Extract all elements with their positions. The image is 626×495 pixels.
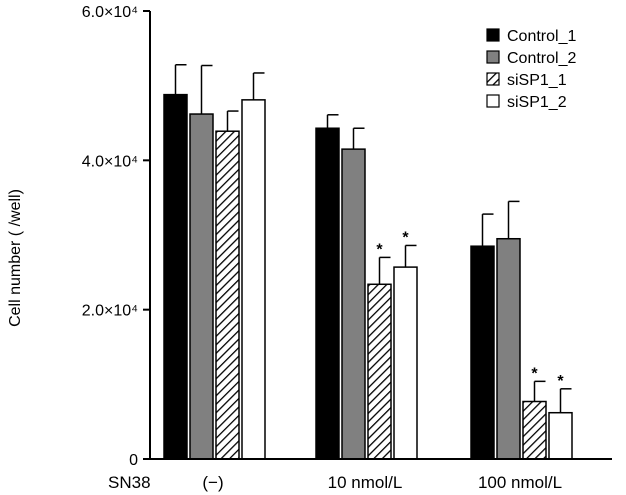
y-tick-label: 6.0×10⁴	[82, 4, 138, 21]
bar-sisp1-1	[215, 130, 240, 460]
bar-control-2	[341, 148, 366, 460]
bar-sisp1-2	[393, 266, 418, 460]
legend-swatch	[486, 28, 500, 42]
significance-marker: *	[376, 241, 383, 258]
bar-control-1	[470, 245, 495, 460]
legend-swatch	[486, 50, 500, 64]
significance-marker: *	[557, 373, 564, 390]
bar-sisp1-1	[522, 400, 547, 460]
x-category-label: 10 nmol/L	[328, 473, 403, 492]
x-category-label: 100 nmol/L	[478, 473, 562, 492]
legend-swatch	[486, 72, 500, 86]
bar-sisp1-2	[548, 411, 573, 460]
significance-marker: *	[531, 365, 538, 382]
legend-label: siSP1_2	[507, 94, 567, 111]
bar-control-2	[189, 113, 214, 460]
legend-label: Control_1	[507, 28, 576, 45]
bars-group: * * * *	[163, 64, 573, 460]
axes	[149, 11, 612, 460]
y-tick-label: 2.0×10⁴	[82, 303, 138, 320]
y-tick-label: 4.0×10⁴	[82, 153, 138, 170]
legend-swatch	[486, 94, 500, 108]
legend-label: siSP1_1	[507, 72, 567, 89]
significance-marker: *	[402, 229, 409, 246]
y-tick-label: 0	[129, 452, 138, 469]
legend: Control_1 Control_2 siSP1_1 siSP1_2	[486, 28, 576, 111]
y-axis-title: Cell number ( /well)	[7, 189, 24, 327]
y-axis-ticks: 0 2.0×10⁴ 4.0×10⁴ 6.0×10⁴	[82, 4, 150, 469]
bar-control-1	[315, 127, 340, 460]
bar-sisp1-1	[367, 283, 392, 460]
x-category-label: (−)	[202, 473, 223, 492]
x-axis-prefix: SN38	[108, 473, 151, 492]
bar-control-2	[496, 237, 521, 460]
x-axis-labels: (−) 10 nmol/L 100 nmol/L	[202, 473, 562, 492]
legend-label: Control_2	[507, 50, 576, 67]
bar-control-1	[163, 93, 188, 460]
bar-sisp1-2	[241, 99, 266, 460]
